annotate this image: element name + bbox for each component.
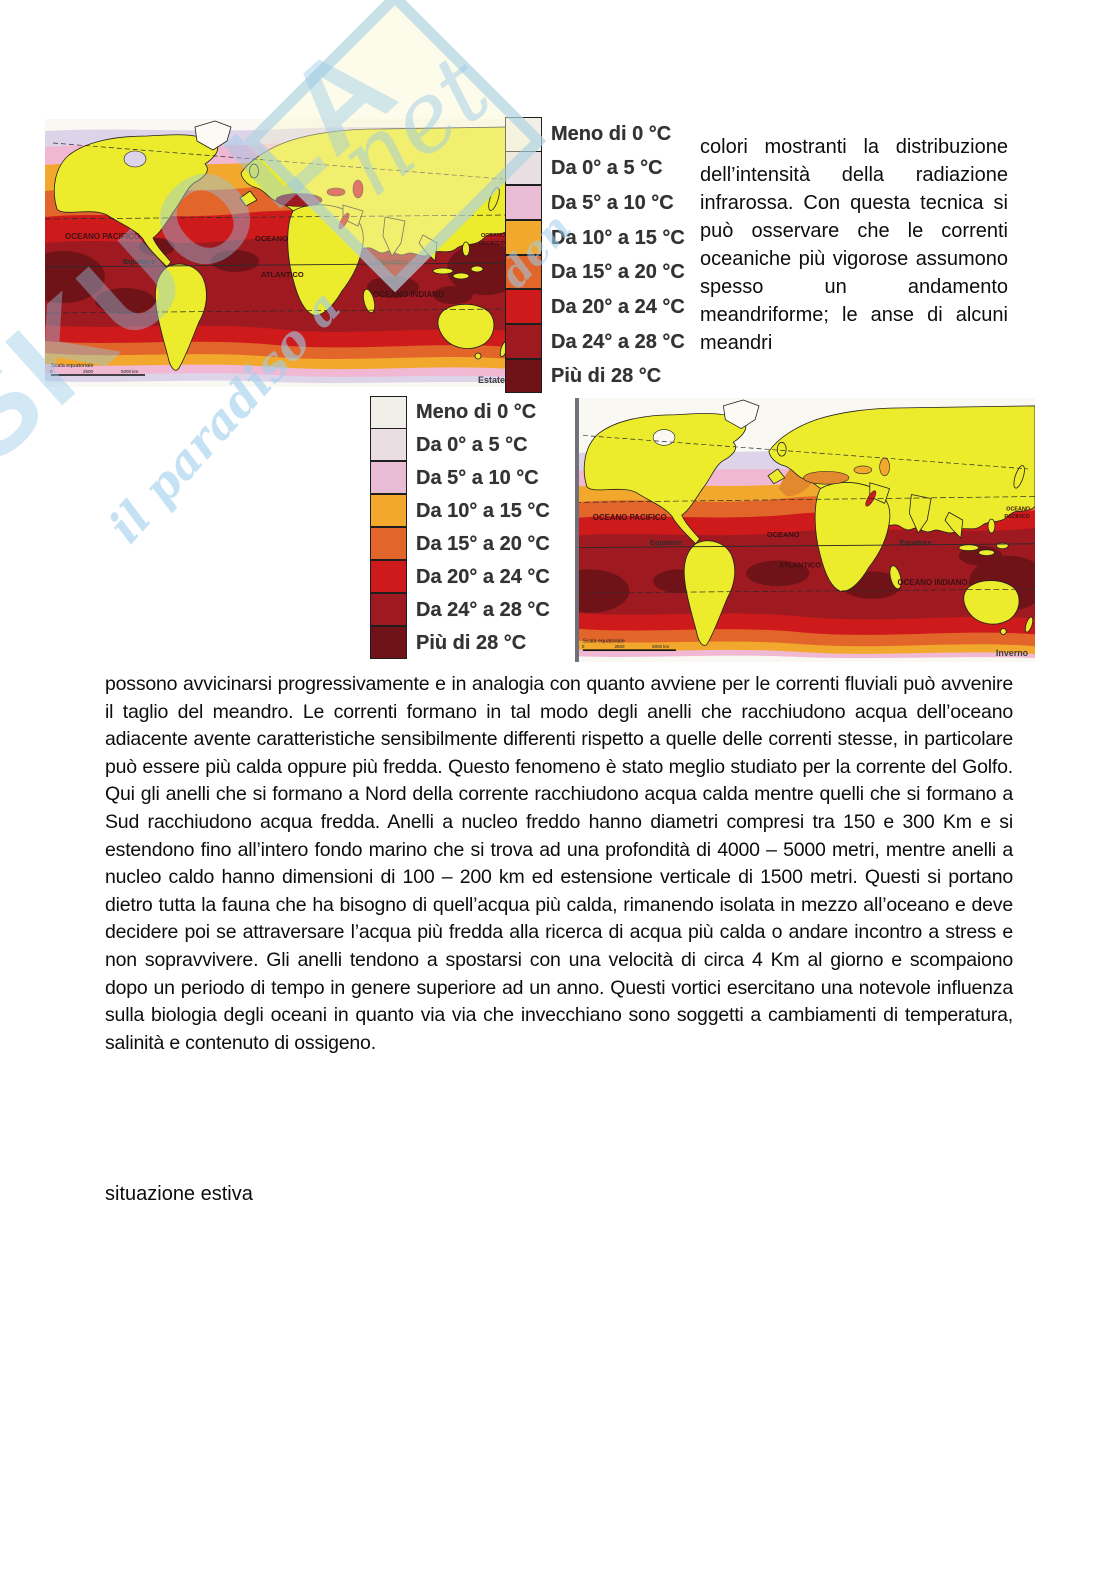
ocean-label-atlantic-1: OCEANO <box>767 530 800 539</box>
legend-swatch <box>370 428 407 462</box>
legend-swatch <box>505 254 542 290</box>
equator-label-right: Equatore <box>899 538 931 547</box>
world-temperature-map-winter: OCEANO PACIFICO Equatore OCEANO ATLANTIC… <box>575 398 1035 662</box>
legend-swatch <box>505 358 542 394</box>
latitude-lines <box>575 435 1035 594</box>
legend-swatch <box>370 461 407 495</box>
legend-item: Da 5° a 10 °C <box>370 461 550 495</box>
legend-item-label: Da 0° a 5 °C <box>416 434 528 456</box>
legend-item: Da 0° a 5 °C <box>370 428 550 462</box>
temperature-legend-top: Meno di 0 °C Da 0° a 5 °C Da 5° a 10 °C … <box>505 117 685 394</box>
legend-item-label: Da 15° a 20 °C <box>551 261 685 284</box>
legend-item-label: Da 5° a 10 °C <box>416 467 539 489</box>
ocean-label-pacific-right-2: PACIFICO <box>479 241 506 247</box>
ocean-label-atlantic-2: ATLANTICO <box>261 270 304 279</box>
legend-item-label: Da 20° a 24 °C <box>416 566 550 588</box>
legend-item-label: Più di 28 °C <box>416 632 527 654</box>
legend-swatch <box>370 494 407 528</box>
scan-edge-strip <box>575 398 579 662</box>
legend-swatch <box>505 117 542 152</box>
world-temperature-map-summer: OCEANO PACIFICO Equatore OCEANO ATLANTIC… <box>45 119 510 387</box>
main-paragraph: possono avvicinarsi progressivamente e i… <box>105 673 1013 1054</box>
caption-situazione-estiva: situazione estiva <box>105 1183 253 1205</box>
legend-item-label: Meno di 0 °C <box>551 122 672 145</box>
ocean-label-atlantic-2: ATLANTICO <box>779 560 821 569</box>
latitude-lines <box>45 142 510 314</box>
legend-swatch <box>370 527 407 561</box>
scale-bar: Scala equatoriale 0 2500 5000 km <box>582 638 676 651</box>
ocean-label-pacific: OCEANO PACIFICO <box>65 232 140 241</box>
intro-column-text: colori mostranti la distribuzione dell’i… <box>700 136 1008 354</box>
legend-item-label: Da 10° a 15 °C <box>416 500 550 522</box>
legend-item: Più di 28 °C <box>505 358 685 394</box>
legend-swatch <box>370 593 407 627</box>
winter-map-graphic: OCEANO PACIFICO Equatore OCEANO ATLANTIC… <box>575 398 1035 662</box>
legend-item: Più di 28 °C <box>370 626 550 660</box>
scale-title: Scala equatoriale <box>51 363 94 369</box>
scale-zero: 0 <box>50 369 53 374</box>
legend-item: Meno di 0 °C <box>370 396 550 429</box>
legend-item: Da 5° a 10 °C <box>505 185 685 221</box>
scale-title: Scala equatoriale <box>583 638 625 644</box>
ocean-label-pacific: OCEANO PACIFICO <box>593 513 667 522</box>
legend-swatch <box>370 396 407 429</box>
legend-item-label: Da 5° a 10 °C <box>551 192 674 215</box>
legend-item: Da 24° a 28 °C <box>370 593 550 627</box>
equator-label-left: Equatore <box>650 538 682 547</box>
legend-item-label: Da 24° a 28 °C <box>416 599 550 621</box>
legend-item: Meno di 0 °C <box>505 117 685 152</box>
warm-core-patches <box>45 238 510 314</box>
legend-item: Da 24° a 28 °C <box>505 323 685 360</box>
legend-swatch <box>505 150 542 186</box>
scale-mid: 2500 <box>83 369 94 374</box>
scale-zero: 0 <box>582 644 585 649</box>
summer-map-graphic: OCEANO PACIFICO Equatore OCEANO ATLANTIC… <box>45 119 510 387</box>
legend-item: Da 15° a 20 °C <box>505 254 685 291</box>
legend-item: Da 20° a 24 °C <box>370 560 550 594</box>
scale-end: 5000 km <box>121 369 139 374</box>
temperature-legend-middle: Meno di 0 °C Da 0° a 5 °C Da 5° a 10 °C … <box>370 396 550 660</box>
legend-item: Da 0° a 5 °C <box>505 150 685 187</box>
ocean-label-indian: OCEANO INDIANO <box>897 578 967 587</box>
legend-swatch <box>370 626 407 660</box>
legend-item-label: Più di 28 °C <box>551 365 662 388</box>
season-label-winter: Inverno <box>996 648 1029 658</box>
ocean-label-pacific-right-1: OCEANO <box>1006 506 1030 512</box>
legend-item-label: Da 24° a 28 °C <box>551 330 685 353</box>
legend-item: Da 20° a 24 °C <box>505 289 685 325</box>
legend-item: Da 10° a 15 °C <box>370 494 550 528</box>
legend-swatch <box>505 289 542 324</box>
ocean-label-pacific-right-2: PACIFICO <box>1004 514 1029 520</box>
legend-item-label: Da 20° a 24 °C <box>551 295 685 318</box>
legend-swatch <box>505 220 542 255</box>
legend-swatch <box>505 323 542 359</box>
legend-item: Da 10° a 15 °C <box>505 220 685 256</box>
legend-item-label: Da 10° a 15 °C <box>551 226 685 249</box>
ocean-label-pacific-right-1: OCEANO <box>481 233 506 239</box>
ocean-label-indian: OCEANO INDIANO <box>373 290 444 299</box>
season-label-summer: Estate <box>478 375 505 385</box>
legend-item: Da 15° a 20 °C <box>370 527 550 561</box>
scale-bar: Scala equatoriale 0 2500 5000 km <box>50 363 145 376</box>
legend-swatch <box>505 185 542 221</box>
equator-label-left: Equatore <box>123 257 156 266</box>
legend-item-label: Da 0° a 5 °C <box>551 157 663 180</box>
legend-item-label: Meno di 0 °C <box>416 401 537 423</box>
scale-mid: 2500 <box>615 644 625 649</box>
scale-end: 5000 km <box>652 644 669 649</box>
ocean-label-atlantic-1: OCEANO <box>255 234 288 243</box>
equator-label-right: Equatore <box>375 257 408 266</box>
legend-swatch <box>370 560 407 594</box>
legend-item-label: Da 15° a 20 °C <box>416 533 550 555</box>
